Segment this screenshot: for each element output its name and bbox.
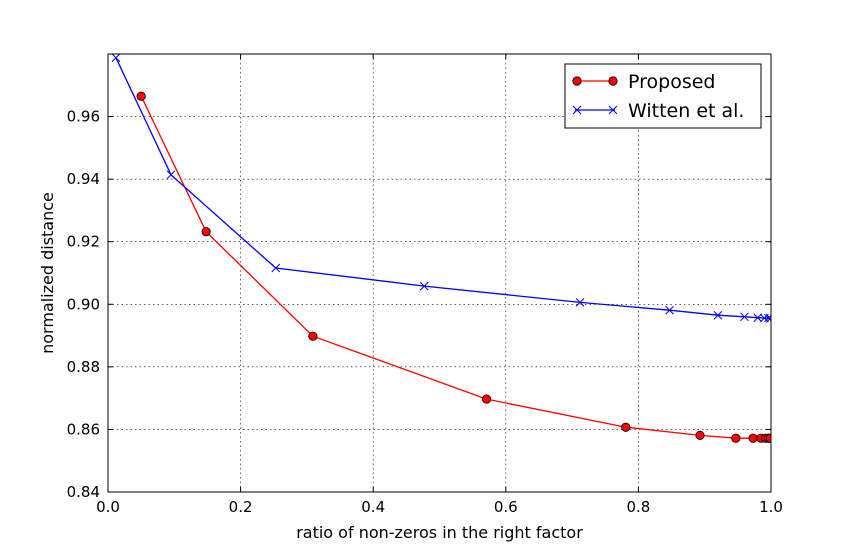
legend-entry: Witten et al. (572, 100, 744, 122)
legend-box (564, 63, 762, 129)
data-point (271, 263, 281, 273)
x-tick-label: 0.8 (626, 498, 650, 516)
data-point (740, 312, 749, 322)
series-layer (111, 54, 771, 443)
legend-entries: Proposed Witten et al. (572, 71, 744, 122)
data-point (765, 314, 771, 323)
y-tick-label: 0.86 (67, 420, 100, 438)
data-point (308, 331, 318, 341)
data-point (765, 433, 771, 443)
data-point (575, 298, 585, 307)
x-tick-label: 0.0 (96, 498, 120, 516)
data-point (748, 433, 758, 443)
data-point (419, 281, 429, 291)
legend-marker (608, 76, 618, 86)
series-proposed (136, 91, 771, 443)
ticks (107, 54, 772, 493)
legend-label: Witten et al. (628, 100, 744, 122)
legend: Proposed Witten et al. (564, 63, 762, 129)
y-tick-label: 0.88 (67, 358, 100, 376)
y-tick-label: 0.94 (67, 170, 100, 188)
legend-marker (608, 105, 618, 115)
legend-label: Proposed (628, 71, 715, 93)
data-point (481, 394, 492, 404)
x-tick-label: 0.2 (229, 498, 253, 516)
y-tick-label: 0.84 (67, 483, 100, 501)
data-point (695, 430, 705, 440)
data-point (665, 305, 674, 315)
plot-frame (107, 53, 772, 493)
x-tick-label: 0.6 (494, 498, 518, 516)
tick-labels: 0.0 0.2 0.4 0.6 0.8 1.0 0.84 0.86 0.88 0.90 0.92 0.… (67, 108, 783, 516)
legend-entry: Proposed (572, 71, 715, 93)
data-point (731, 433, 741, 443)
y-tick-label: 0.90 (67, 295, 100, 313)
data-point (111, 54, 121, 63)
data-point (136, 91, 146, 101)
data-point (753, 313, 763, 323)
x-tick-label: 1.0 (759, 498, 783, 516)
data-point (763, 313, 771, 323)
x-tick-label: 0.4 (361, 498, 385, 516)
data-point (621, 422, 631, 432)
x-axis-label: ratio of non-zeros in the right factor (296, 523, 583, 542)
y-tick-label: 0.96 (67, 108, 100, 126)
data-point (166, 170, 176, 180)
legend-marker (572, 76, 582, 86)
data-point (713, 310, 723, 320)
data-point (201, 227, 211, 237)
y-tick-label: 0.92 (67, 233, 100, 251)
series-witten (111, 54, 771, 323)
legend-marker (572, 105, 582, 115)
y-axis-label: normalized distance (38, 192, 57, 354)
